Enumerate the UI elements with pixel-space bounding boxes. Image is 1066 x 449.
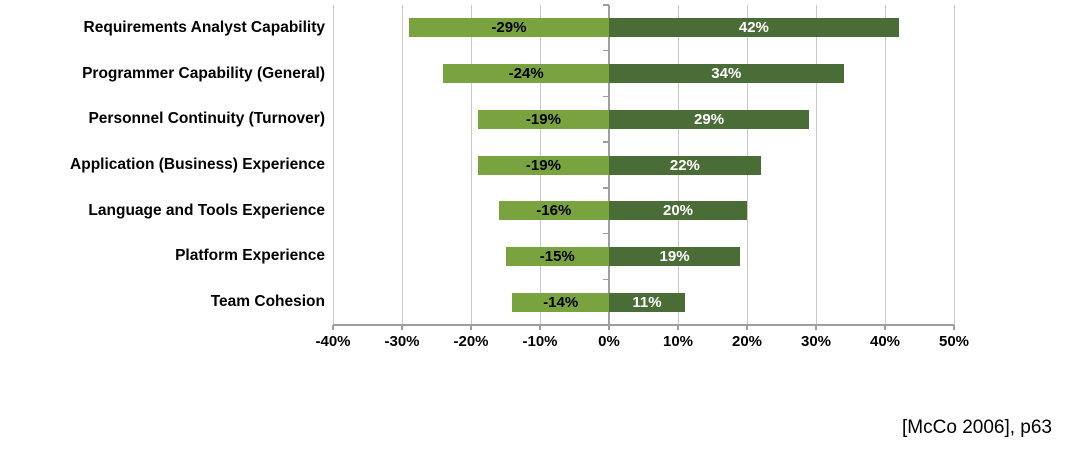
- x-axis-tick-label: 50%: [938, 333, 970, 350]
- negative-bar: -29%: [408, 18, 609, 38]
- bar-value-label: 11%: [632, 293, 662, 311]
- positive-bar: 22%: [609, 155, 761, 175]
- category-label: Platform Experience: [175, 247, 325, 265]
- x-axis-tick-label: 30%: [800, 333, 832, 350]
- x-axis-tick-label: -10%: [522, 333, 558, 350]
- x-axis-tick: [746, 325, 748, 330]
- gridline: [884, 5, 886, 325]
- category-axis-tick: [603, 4, 609, 6]
- negative-bar: -14%: [512, 292, 609, 312]
- x-axis-tick-label: 20%: [731, 333, 763, 350]
- x-axis-line: [333, 324, 954, 326]
- x-axis-tick-label: 0%: [598, 333, 620, 350]
- bar-value-label: 20%: [662, 202, 694, 220]
- x-axis-tick: [608, 325, 610, 330]
- bar-value-label: 19%: [659, 247, 690, 265]
- gridline: [470, 5, 472, 325]
- bar-value-label: -19%: [525, 156, 561, 174]
- source-citation: [McCo 2006], p63: [902, 417, 1052, 438]
- x-axis-tick: [953, 325, 955, 330]
- bar-value-label: -24%: [508, 65, 544, 83]
- positive-bar: 42%: [609, 18, 899, 38]
- category-label: Application (Business) Experience: [70, 156, 325, 173]
- x-axis-tick: [539, 325, 541, 330]
- x-axis-tick-label: 10%: [662, 333, 694, 350]
- positive-bar: 20%: [609, 201, 747, 221]
- gridline: [401, 5, 403, 325]
- gridline: [332, 5, 334, 325]
- negative-bar: -19%: [477, 155, 609, 175]
- positive-bar: 29%: [609, 109, 810, 129]
- category-axis-tick: [603, 187, 609, 189]
- x-axis-tick-label: 40%: [869, 333, 901, 350]
- category-axis-tick: [603, 232, 609, 235]
- category-axis-tick: [603, 141, 609, 143]
- x-axis-tick: [332, 325, 334, 330]
- x-axis-tick: [884, 325, 886, 330]
- category-axis-tick: [603, 95, 609, 98]
- category-label: Personnel Continuity (Turnover): [88, 110, 325, 128]
- gridline: [953, 5, 955, 325]
- category-axis-tick: [603, 49, 609, 52]
- x-axis-tick-label: -30%: [384, 333, 420, 350]
- x-axis-tick: [677, 325, 679, 330]
- positive-bar: 19%: [609, 246, 741, 266]
- bar-value-label: -19%: [525, 110, 561, 128]
- x-axis-tick: [401, 325, 403, 330]
- bar-value-label: 22%: [669, 156, 700, 174]
- negative-bar: -15%: [505, 246, 609, 266]
- category-label: Requirements Analyst Capability: [83, 18, 325, 36]
- positive-bar: 11%: [609, 292, 685, 312]
- x-axis-tick-label: -20%: [453, 333, 489, 350]
- category-label: Team Cohesion: [210, 293, 325, 311]
- gridline: [815, 5, 817, 325]
- category-label: Programmer Capability (General): [82, 64, 325, 82]
- negative-bar: -24%: [443, 64, 609, 84]
- bar-value-label: 42%: [738, 19, 769, 37]
- bar-value-label: -15%: [539, 247, 575, 265]
- x-axis-tick-label: -40%: [315, 333, 351, 350]
- negative-bar: -19%: [477, 109, 609, 129]
- negative-bar: -16%: [498, 201, 609, 221]
- x-axis-tick: [470, 325, 472, 330]
- bar-value-label: 34%: [711, 65, 742, 83]
- category-label: Language and Tools Experience: [88, 201, 325, 219]
- bar-value-label: -14%: [543, 293, 579, 311]
- bar-value-label: -29%: [491, 19, 527, 37]
- bar-value-label: 29%: [694, 110, 725, 128]
- x-axis-tick: [815, 325, 817, 330]
- category-axis-tick: [603, 278, 609, 281]
- positive-bar: 34%: [609, 64, 844, 84]
- bar-value-label: -16%: [536, 202, 572, 220]
